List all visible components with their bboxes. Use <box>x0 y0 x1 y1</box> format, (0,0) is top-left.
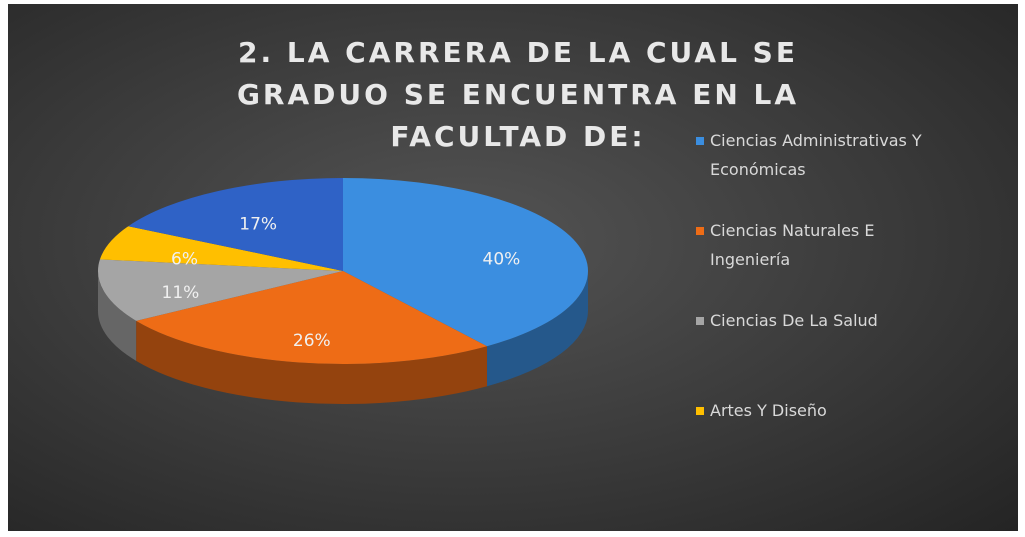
data-label: 6% <box>171 249 198 269</box>
chart-title: 2. LA CARRERA DE LA CUAL SE GRADUO SE EN… <box>236 36 800 153</box>
legend-entry: Ciencias Naturales E Ingeniería <box>694 216 924 274</box>
legend-swatch <box>696 227 704 235</box>
slice-side <box>136 320 488 405</box>
chart: 40% 26% 11% 6% 17% 2. LA CARRERA DE LA CUAL … <box>8 4 1018 531</box>
legend-label: Ciencias De La Salud <box>710 311 878 330</box>
slice <box>99 226 343 271</box>
legend-label: Ciencias Naturales E Ingeniería <box>710 221 875 269</box>
data-label: 26% <box>293 331 331 351</box>
legend-label: Ciencias Administrativas Y Económicas <box>710 131 922 179</box>
legend-swatch <box>696 407 704 415</box>
legend-swatch <box>696 137 704 145</box>
slice <box>343 178 588 347</box>
slice <box>136 271 488 364</box>
legend-label: Artes Y Diseño <box>710 401 827 420</box>
legend-entry: Ciencias De La Salud <box>694 306 924 335</box>
data-label: 17% <box>239 215 277 235</box>
slice <box>98 259 344 321</box>
data-label: 11% <box>162 283 200 303</box>
legend-entry: Artes Y Diseño <box>694 396 924 425</box>
data-label: 40% <box>483 249 521 269</box>
legend-entry: Ciencias Administrativas Y Económicas <box>694 126 924 184</box>
slice <box>128 178 343 271</box>
pie-area: 40% 26% 11% 6% 17% <box>98 178 588 405</box>
legend-swatch <box>696 317 704 325</box>
slice-side <box>487 271 588 387</box>
slice-side <box>98 271 137 361</box>
